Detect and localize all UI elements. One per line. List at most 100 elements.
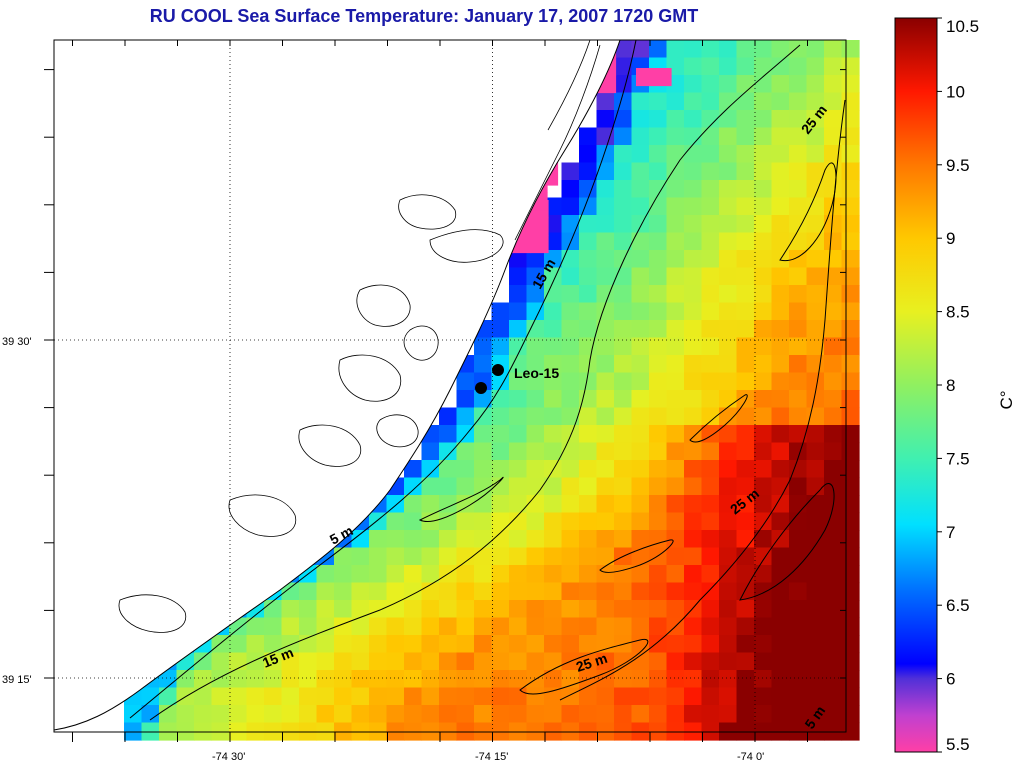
lon-tick-label: -74 30'	[212, 751, 245, 763]
sst-pixel	[631, 670, 650, 689]
sst-pixel	[771, 267, 790, 286]
sst-pixel	[404, 565, 423, 584]
sst-pixel	[526, 460, 545, 479]
sst-pixel	[456, 582, 475, 601]
sst-pixel	[754, 617, 773, 636]
sst-pixel	[579, 232, 598, 251]
sst-pixel	[491, 460, 510, 479]
sst-pixel	[806, 425, 825, 444]
sst-pixel	[806, 372, 825, 391]
sst-pixel	[369, 670, 388, 689]
sst-pixel	[421, 652, 440, 671]
sst-pixel	[806, 687, 825, 706]
sst-pixel	[281, 635, 300, 654]
sst-pixel	[439, 530, 458, 549]
sst-pixel	[264, 652, 283, 671]
sst-pixel	[719, 57, 738, 76]
sst-pixel	[789, 617, 808, 636]
sst-pixel	[736, 92, 755, 111]
sst-pixel	[719, 705, 738, 724]
sst-pixel	[771, 40, 790, 59]
sst-pixel	[806, 127, 825, 146]
station-marker	[475, 382, 487, 394]
sst-pixel	[771, 110, 790, 129]
sst-pixel	[754, 197, 773, 216]
sst-pixel	[386, 547, 405, 566]
sst-pixel	[194, 705, 213, 724]
sst-pixel	[649, 180, 668, 199]
sst-pixel	[509, 530, 528, 549]
sst-pixel	[754, 495, 773, 514]
sst-pixel	[211, 652, 230, 671]
sst-pixel	[579, 635, 598, 654]
sst-pixel	[824, 285, 843, 304]
sst-pixel	[264, 705, 283, 724]
sst-pixel	[771, 390, 790, 409]
sst-pixel	[491, 652, 510, 671]
sst-pixel	[754, 75, 773, 94]
sst-pixel	[649, 302, 668, 321]
sst-pixel	[544, 285, 563, 304]
sst-pixel	[841, 232, 860, 251]
sst-pixel	[701, 635, 720, 654]
sst-pixel	[736, 670, 755, 689]
sst-pixel	[544, 617, 563, 636]
sst-pixel	[404, 705, 423, 724]
sst-pixel	[649, 145, 668, 164]
sst-pixel	[701, 600, 720, 619]
contour-15m-b	[418, 476, 504, 522]
sst-pixel	[194, 670, 213, 689]
sst-pixel	[404, 495, 423, 514]
sst-pixel	[491, 425, 510, 444]
sst-pixel	[456, 530, 475, 549]
sst-pixel	[736, 302, 755, 321]
sst-pixel	[684, 75, 703, 94]
sst-pixel	[614, 232, 633, 251]
sst-pixel	[701, 355, 720, 374]
sst-pixel	[614, 582, 633, 601]
sst-pixel	[841, 512, 860, 531]
sst-pixel	[771, 687, 790, 706]
sst-pixel	[281, 705, 300, 724]
colorbar-tick-label: 7	[946, 523, 955, 542]
sst-pixel	[526, 390, 545, 409]
lon-tick-labels: -74 30' -74 15' -74 0'	[212, 751, 764, 763]
sst-pixel	[789, 390, 808, 409]
sst-pixel	[789, 110, 808, 129]
sst-pixel	[701, 285, 720, 304]
sst-pixel	[596, 705, 615, 724]
sst-pixel	[439, 547, 458, 566]
sst-pixel	[159, 687, 178, 706]
sst-pixel	[684, 355, 703, 374]
sst-pixel	[824, 180, 843, 199]
sst-pixel	[386, 670, 405, 689]
sst-pixel	[684, 267, 703, 286]
sst-pixel	[614, 302, 633, 321]
sst-pixel	[351, 705, 370, 724]
map-title: RU COOL Sea Surface Temperature: January…	[149, 6, 699, 26]
sst-pixel	[754, 460, 773, 479]
sst-pixel	[824, 320, 843, 339]
sst-pixel	[509, 670, 528, 689]
sst-pixel	[281, 687, 300, 706]
sst-pixel	[649, 250, 668, 269]
sst-pixel	[526, 320, 545, 339]
sst-pixel	[824, 425, 843, 444]
sst-pixel	[421, 582, 440, 601]
sst-pixel	[404, 652, 423, 671]
sst-pixel	[631, 617, 650, 636]
sst-pixel	[439, 582, 458, 601]
sst-pixel	[754, 215, 773, 234]
sst-pixel	[806, 110, 825, 129]
sst-pixel	[719, 530, 738, 549]
contour-25m-d	[779, 162, 837, 262]
sst-pixel	[736, 425, 755, 444]
sst-pixel	[474, 670, 493, 689]
sst-pixel	[509, 477, 528, 496]
sst-pixel	[579, 495, 598, 514]
station-label: Leo-15	[514, 365, 559, 381]
sst-pixel	[841, 162, 860, 181]
sst-pixel	[649, 460, 668, 479]
sst-pixel	[736, 565, 755, 584]
